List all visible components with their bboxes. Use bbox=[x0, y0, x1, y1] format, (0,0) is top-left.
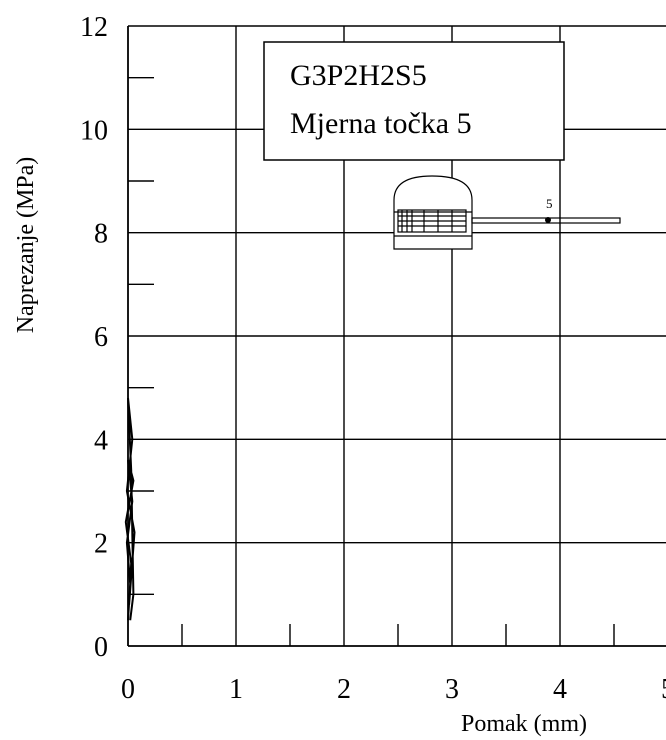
y-tick-label: 8 bbox=[94, 219, 108, 250]
legend-line-specimen: G3P2H2S5 bbox=[290, 59, 427, 92]
y-tick-label: 10 bbox=[80, 115, 108, 146]
measuring-point-marker bbox=[544, 217, 551, 224]
x-tick-labels: 0 1 2 3 4 5 bbox=[121, 674, 666, 705]
y-tick-label: 0 bbox=[94, 632, 108, 663]
y-tick-label: 4 bbox=[94, 425, 108, 456]
x-tick-label: 1 bbox=[229, 674, 243, 705]
x-tick-label: 4 bbox=[553, 674, 567, 705]
x-axis-label: Pomak (mm) bbox=[461, 711, 587, 737]
legend-frame bbox=[263, 41, 565, 161]
y-tick-label: 12 bbox=[80, 12, 108, 43]
series-group bbox=[124, 397, 136, 621]
y-axis-label: Naprezanje (MPa) bbox=[13, 157, 39, 334]
specimen-schematic: 5 bbox=[393, 175, 621, 250]
y-tick-labels: 0 2 4 6 8 10 12 bbox=[80, 12, 108, 663]
minor-ticks bbox=[128, 76, 615, 646]
y-tick-label: 2 bbox=[94, 529, 108, 560]
legend-line-point: Mjerna točka 5 bbox=[290, 107, 472, 140]
x-tick-label: 0 bbox=[121, 674, 135, 705]
y-tick-label: 6 bbox=[94, 322, 108, 353]
x-tick-label: 3 bbox=[445, 674, 459, 705]
x-tick-label: 2 bbox=[337, 674, 351, 705]
x-tick-label: 5 bbox=[661, 674, 666, 705]
series-line bbox=[124, 397, 136, 621]
measuring-point-label: 5 bbox=[546, 196, 553, 211]
legend-box: G3P2H2S5 Mjerna točka 5 bbox=[263, 41, 565, 161]
